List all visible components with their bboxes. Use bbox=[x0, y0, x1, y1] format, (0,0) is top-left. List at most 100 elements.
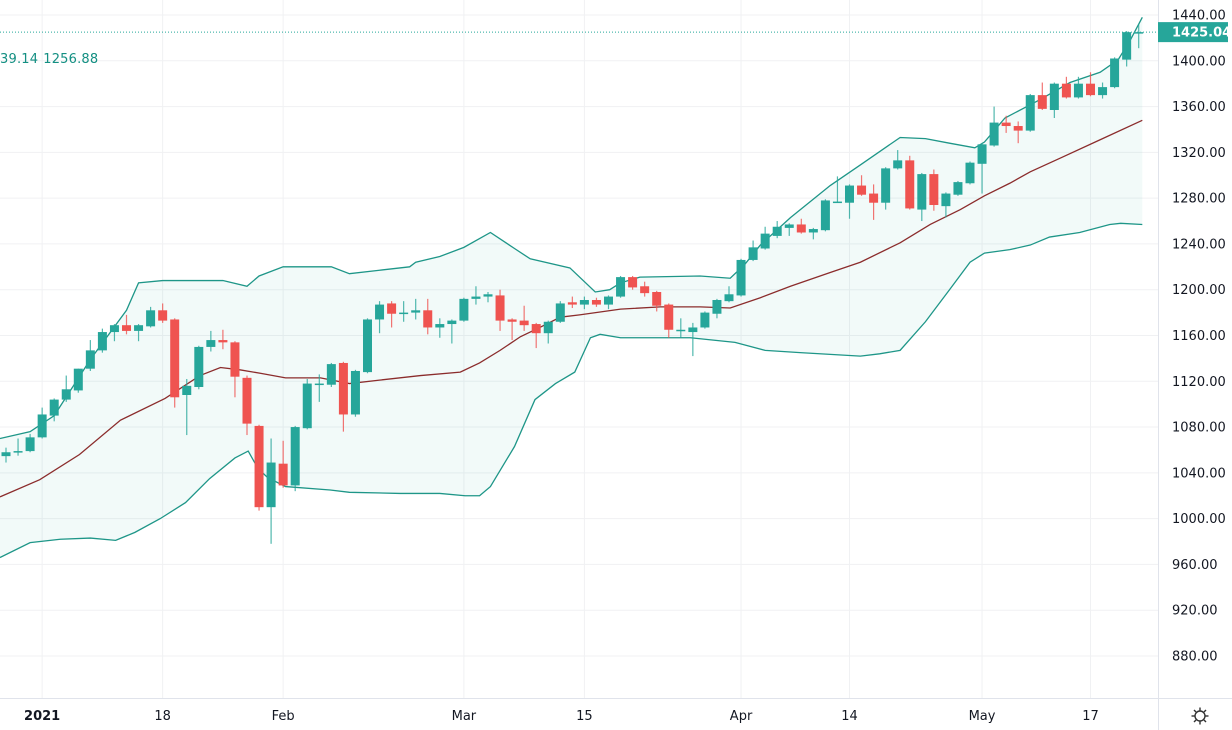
candle-body bbox=[266, 462, 276, 508]
candle-up bbox=[1110, 57, 1120, 89]
candle-up bbox=[845, 184, 854, 219]
candle-body bbox=[905, 160, 915, 209]
candle-down bbox=[158, 303, 168, 323]
candle-body bbox=[724, 294, 734, 302]
candle-body bbox=[495, 295, 505, 321]
time-tick-label: Mar bbox=[452, 709, 477, 724]
candle-up bbox=[555, 301, 565, 323]
candle-up bbox=[302, 378, 312, 430]
candle-up bbox=[712, 298, 722, 319]
candle-down bbox=[495, 289, 505, 331]
last-price-label: 1425.04 bbox=[1172, 26, 1231, 41]
candle-down bbox=[905, 155, 915, 210]
price-tick-label: 1240.00 bbox=[1172, 237, 1226, 252]
candle-body bbox=[338, 362, 348, 415]
candle-body bbox=[700, 312, 710, 328]
candle-body bbox=[1013, 126, 1023, 131]
time-tick-label: Feb bbox=[272, 709, 295, 724]
candle-body bbox=[97, 332, 107, 351]
candle-down bbox=[170, 318, 180, 408]
candle-up bbox=[772, 221, 782, 239]
candle-down bbox=[1013, 121, 1023, 144]
candle-down bbox=[1061, 76, 1071, 99]
price-tick-label: 1360.00 bbox=[1172, 100, 1226, 115]
candle-body bbox=[857, 185, 867, 195]
candle-body bbox=[604, 296, 613, 305]
candle-up bbox=[314, 374, 324, 402]
candle-body bbox=[591, 300, 601, 305]
candle-up bbox=[700, 311, 710, 329]
indicator-legend: 39.14 1256.88 bbox=[0, 52, 103, 67]
candle-down bbox=[531, 322, 541, 349]
candle-down bbox=[796, 218, 806, 234]
candle-up bbox=[411, 298, 421, 320]
candle-body bbox=[61, 389, 71, 400]
candle-body bbox=[73, 368, 83, 391]
candle-up bbox=[37, 407, 47, 439]
candle-up bbox=[820, 199, 830, 232]
candle-up bbox=[25, 433, 35, 453]
candle-down bbox=[218, 329, 228, 350]
price-tick-label: 1120.00 bbox=[1172, 375, 1226, 390]
price-tick-label: 1440.00 bbox=[1172, 9, 1226, 24]
gear-icon[interactable] bbox=[1190, 706, 1210, 726]
candle-body bbox=[254, 425, 264, 508]
candle-up bbox=[399, 301, 409, 322]
candle-up bbox=[941, 192, 951, 218]
candle-body bbox=[1086, 83, 1095, 96]
candle-up bbox=[579, 296, 589, 310]
candle-body bbox=[760, 233, 770, 249]
candle-body bbox=[977, 144, 987, 164]
candle-body bbox=[808, 229, 818, 233]
candle-body bbox=[664, 304, 674, 330]
candle-body bbox=[435, 324, 445, 328]
candle-down bbox=[242, 375, 252, 436]
candle-body bbox=[194, 346, 204, 387]
price-tick-label: 1320.00 bbox=[1172, 146, 1226, 161]
candle-up bbox=[375, 301, 385, 334]
candle-up bbox=[435, 318, 445, 338]
candle-body bbox=[1025, 95, 1035, 131]
candle-up bbox=[49, 398, 59, 422]
candle-body bbox=[302, 383, 312, 429]
candle-body bbox=[796, 224, 806, 233]
candle-body bbox=[640, 286, 650, 294]
candle-up bbox=[1025, 93, 1035, 132]
candle-up bbox=[447, 319, 457, 344]
time-tick-label: 2021 bbox=[24, 709, 60, 724]
candle-body bbox=[1134, 32, 1144, 34]
candle-body bbox=[387, 303, 397, 314]
legend-value: 1256.88 bbox=[43, 52, 99, 67]
candle-up bbox=[109, 324, 119, 342]
candle-body bbox=[375, 304, 385, 320]
candle-body bbox=[941, 193, 951, 207]
price-tick-label: 1000.00 bbox=[1172, 512, 1226, 527]
candle-body bbox=[543, 321, 553, 334]
plot-area bbox=[0, 16, 1144, 559]
candle-body bbox=[146, 310, 156, 327]
candle-body bbox=[507, 319, 517, 322]
candle-up bbox=[1122, 31, 1132, 67]
candle-body bbox=[917, 174, 927, 210]
candle-up bbox=[989, 106, 999, 147]
candle-body bbox=[1001, 122, 1011, 127]
candle-body bbox=[49, 399, 59, 416]
candle-up bbox=[724, 286, 734, 303]
candle-body bbox=[772, 226, 782, 236]
candle-up bbox=[543, 320, 553, 344]
candle-up bbox=[688, 322, 698, 357]
candle-up bbox=[1134, 24, 1144, 49]
candle-body bbox=[170, 319, 180, 398]
candle-body bbox=[13, 451, 23, 453]
candle-body bbox=[206, 340, 216, 347]
candle-body bbox=[1, 452, 11, 457]
candle-up bbox=[1, 447, 11, 463]
candle-up bbox=[736, 258, 746, 297]
candle-body bbox=[869, 193, 879, 203]
candle-body bbox=[1122, 32, 1132, 60]
candle-body bbox=[579, 300, 589, 305]
candle-down bbox=[1001, 115, 1011, 133]
candle-body bbox=[845, 185, 854, 203]
candle-up bbox=[965, 161, 975, 185]
